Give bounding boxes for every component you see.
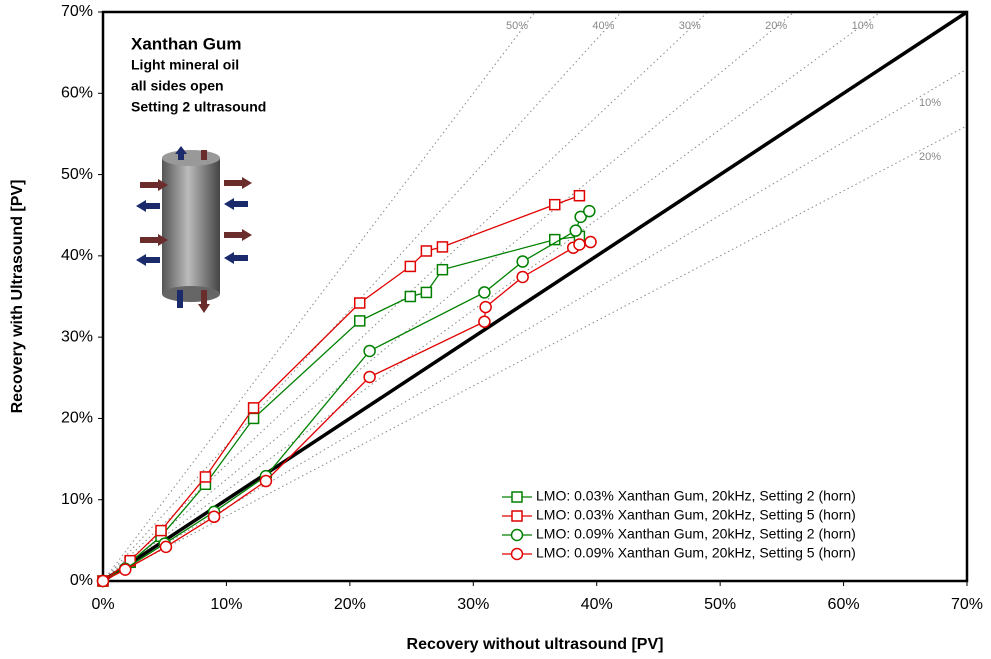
y-tick-label: 0% <box>70 572 93 589</box>
marker <box>569 224 582 237</box>
legend-marker <box>511 510 523 522</box>
identity-line <box>102 10 968 583</box>
reference-line <box>102 11 881 582</box>
annotation: Setting 2 ultrasound <box>131 99 266 115</box>
x-tick-label: 70% <box>951 596 983 613</box>
annotation: Xanthan Gum <box>131 34 242 53</box>
marker <box>199 471 212 483</box>
marker <box>247 402 260 414</box>
marker <box>353 315 366 327</box>
marker <box>478 286 491 299</box>
marker <box>404 260 417 273</box>
marker <box>159 540 173 554</box>
x-tick-label: 50% <box>704 596 736 613</box>
legend-marker <box>510 528 524 542</box>
marker <box>96 574 110 588</box>
marker <box>363 370 376 384</box>
y-tick-label: 30% <box>61 328 93 345</box>
marker <box>573 238 586 251</box>
marker <box>247 412 260 425</box>
x-tick-label: 40% <box>581 596 613 613</box>
reference-line <box>102 11 795 582</box>
annotation: all sides open <box>131 78 224 94</box>
y-tick-label: 40% <box>61 247 93 264</box>
reference-label: 30% <box>679 20 701 32</box>
reference-line <box>102 125 968 582</box>
y-tick-label: 50% <box>61 166 93 183</box>
legend: LMO: 0.03% Xanthan Gum, 20kHz, Setting 2… <box>502 488 856 561</box>
legend-label: LMO: 0.03% Xanthan Gum, 20kHz, Setting 2… <box>536 488 856 504</box>
legend-label: LMO: 0.09% Xanthan Gum, 20kHz, Setting 2… <box>536 526 856 542</box>
x-axis-title: Recovery without ultrasound [PV] <box>407 636 664 653</box>
marker <box>259 474 273 488</box>
y-tick-label: 10% <box>61 491 93 508</box>
y-tick-label: 60% <box>61 85 93 102</box>
plot-area: 50% 40% 30% 20% 10% 10% 20% 0% 10% 20% 30% 40% 50% 60… <box>61 3 983 613</box>
marker <box>404 290 417 303</box>
reference-label: 10% <box>919 97 941 109</box>
marker <box>155 524 167 537</box>
marker <box>420 286 433 299</box>
marker <box>574 210 587 224</box>
reference-line <box>102 68 968 582</box>
core-icon <box>136 146 252 313</box>
reference-label: 40% <box>592 20 614 32</box>
legend-label: LMO: 0.03% Xanthan Gum, 20kHz, Setting 5… <box>536 507 856 523</box>
legend-marker <box>510 547 524 561</box>
x-tick-label: 60% <box>828 596 860 613</box>
plot-frame <box>101 10 969 583</box>
x-tick-label: 10% <box>210 596 242 613</box>
marker <box>583 204 596 218</box>
marker <box>207 510 221 524</box>
marker <box>479 300 492 314</box>
x-tick-label: 30% <box>457 596 489 613</box>
marker <box>436 263 449 276</box>
x-tick-label: 0% <box>91 596 114 613</box>
marker <box>436 241 449 253</box>
y-axis-title: Recovery with Ultrasound [PV] <box>9 180 26 414</box>
reference-label: 20% <box>765 20 787 32</box>
marker <box>478 315 491 328</box>
reference-label: 10% <box>852 20 874 32</box>
marker <box>118 563 132 576</box>
reference-label: 20% <box>919 151 941 163</box>
y-tick-label: 70% <box>61 3 93 20</box>
reference-line <box>102 11 536 582</box>
legend-label: LMO: 0.09% Xanthan Gum, 20kHz, Setting 5… <box>536 545 856 561</box>
marker <box>516 255 529 268</box>
y-tick-label: 20% <box>61 410 93 427</box>
marker <box>573 189 586 202</box>
marker <box>353 297 366 309</box>
marker <box>548 198 561 211</box>
marker <box>363 344 376 358</box>
x-tick-label: 20% <box>334 596 366 613</box>
annotation: Light mineral oil <box>131 57 239 73</box>
reference-label: 50% <box>506 20 528 32</box>
marker <box>420 245 433 257</box>
marker <box>584 235 597 249</box>
marker <box>516 270 529 284</box>
legend-marker <box>511 491 523 503</box>
